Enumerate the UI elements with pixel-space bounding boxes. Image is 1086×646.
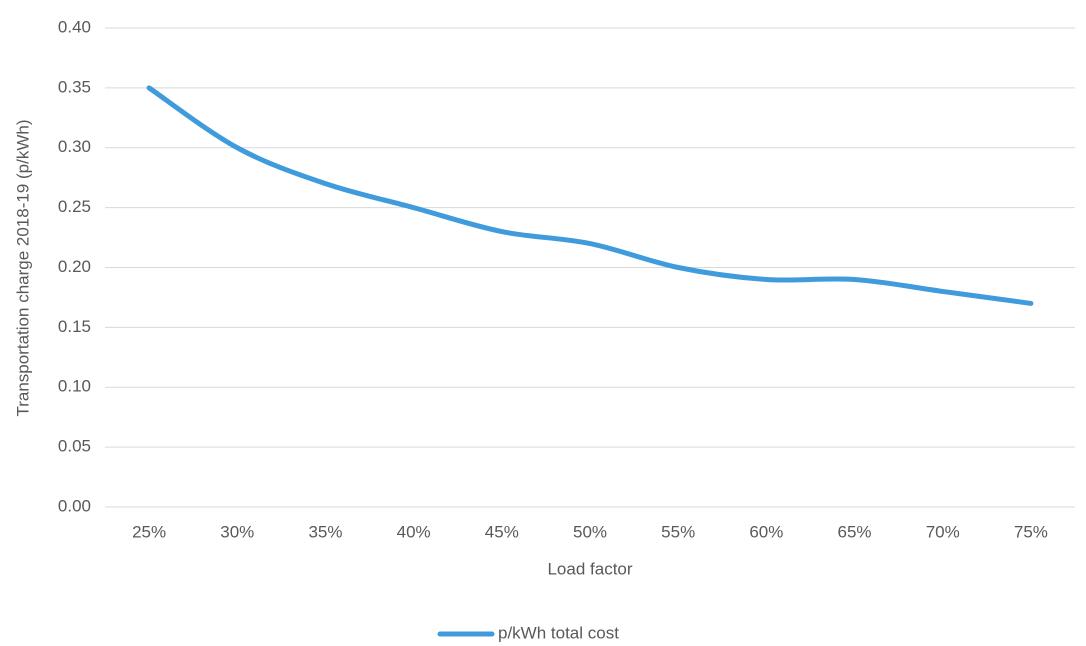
y-tick-label: 0.20 [58,257,91,276]
y-tick-label: 0.30 [58,137,91,156]
y-tick-label: 0.05 [58,437,91,456]
x-tick-label: 35% [308,522,342,541]
legend-label: p/kWh total cost [498,623,619,642]
x-tick-label: 50% [573,522,607,541]
x-tick-label: 40% [397,522,431,541]
x-tick-label: 70% [926,522,960,541]
y-tick-label: 0.25 [58,197,91,216]
line-series [146,85,1034,306]
y-tick-label: 0.00 [58,496,91,515]
y-axis-title: Transportation charge 2018-19 (p/kWh) [13,119,32,416]
y-tick-label: 0.15 [58,317,91,336]
x-tick-label: 30% [220,522,254,541]
y-tick-label: 0.35 [58,77,91,96]
x-tick-label: 45% [485,522,519,541]
x-tick-label: 60% [749,522,783,541]
x-tick-label: 75% [1014,522,1048,541]
y-tick-label: 0.40 [58,17,91,36]
x-axis-title: Load factor [547,559,632,578]
x-tick-label: 65% [838,522,872,541]
y-tick-label: 0.10 [58,377,91,396]
x-tick-label: 55% [661,522,695,541]
x-tick-label: 25% [132,522,166,541]
